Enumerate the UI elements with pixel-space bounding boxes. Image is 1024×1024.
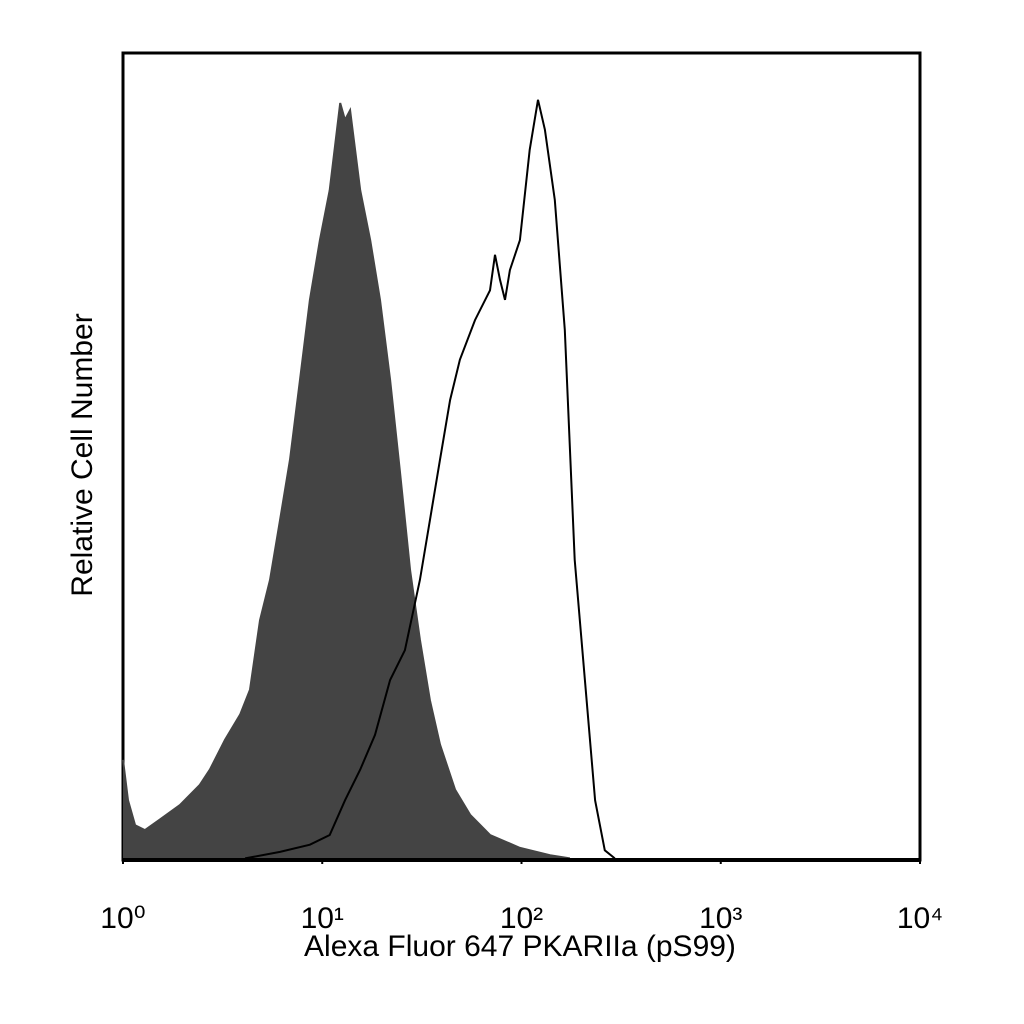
- x-tick-label: 10⁰: [100, 902, 145, 935]
- x-tick-label: 10⁴: [897, 902, 943, 935]
- histogram-line: [122, 102, 571, 860]
- x-tick-label: 10¹: [301, 902, 344, 935]
- area-fill: [123, 103, 570, 860]
- y-axis-label: Relative Cell Number: [66, 313, 99, 596]
- x-tick-label: 10²: [500, 902, 543, 935]
- histogram-line: [244, 99, 616, 860]
- x-axis-label: Alexa Fluor 647 PKARIIa (pS99): [304, 930, 736, 963]
- x-tick-label: 10³: [699, 902, 742, 935]
